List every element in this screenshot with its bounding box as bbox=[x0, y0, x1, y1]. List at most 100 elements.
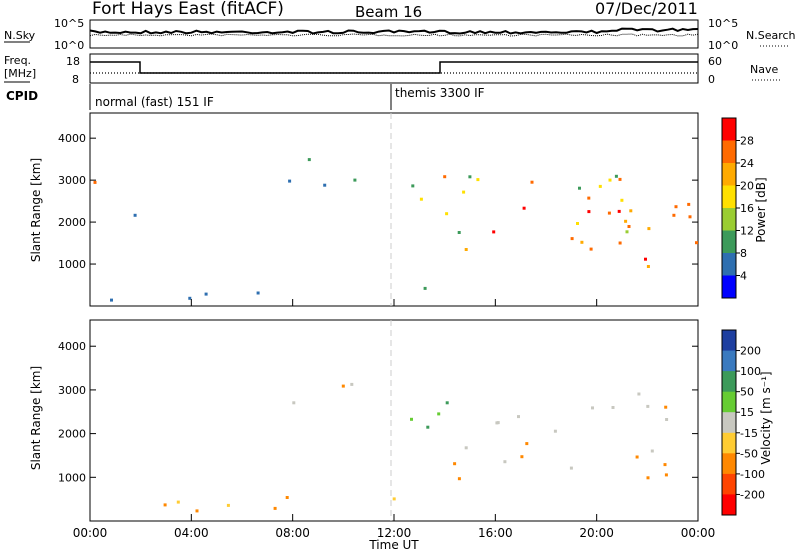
data-cell bbox=[468, 175, 472, 179]
data-cell bbox=[496, 421, 500, 425]
xtick-label: 00:00 bbox=[73, 526, 108, 540]
data-cell bbox=[410, 417, 413, 421]
colorbar-segment bbox=[722, 473, 736, 495]
colorbar-segment bbox=[722, 230, 736, 254]
cpid-mode-themis: themis 3300 IF bbox=[395, 86, 485, 100]
data-cell bbox=[353, 178, 357, 182]
ytick-label: 4000 bbox=[58, 340, 86, 353]
data-cell bbox=[618, 177, 622, 181]
data-cell bbox=[464, 248, 468, 251]
data-cell bbox=[307, 158, 311, 162]
colorbar-segment bbox=[722, 163, 736, 186]
data-cell bbox=[620, 198, 624, 202]
nsky-trace bbox=[89, 27, 699, 35]
colorbar-segment bbox=[722, 432, 736, 454]
colorbar-segment bbox=[722, 350, 736, 372]
data-cell bbox=[522, 206, 526, 210]
data-cell bbox=[647, 227, 651, 231]
power-colorbar: 28 24 20 16 12 8 4 bbox=[721, 117, 754, 299]
ytick-label: 4000 bbox=[58, 132, 86, 145]
velocity-colorbar-label: Velocity [m s⁻¹] bbox=[759, 371, 773, 464]
data-cell bbox=[591, 406, 594, 410]
data-cell bbox=[256, 291, 260, 295]
time-axis: 00:00 04:00 08:00 12:00 16:00 20:00 00:00 bbox=[73, 299, 716, 540]
ytick-label: 2000 bbox=[58, 428, 86, 441]
data-cell bbox=[646, 265, 650, 268]
data-cell bbox=[646, 476, 650, 480]
data-cell bbox=[614, 174, 618, 178]
colorbar-segment bbox=[722, 371, 736, 393]
data-cell bbox=[688, 215, 692, 219]
ytick-label: 2000 bbox=[58, 216, 86, 229]
data-cell bbox=[587, 210, 591, 214]
data-cell bbox=[492, 230, 496, 234]
data-cell bbox=[578, 186, 581, 190]
colorbar-tick-label: 12 bbox=[740, 225, 754, 238]
colorbar-tick-label: -100 bbox=[740, 468, 765, 481]
nsky-panel-frame bbox=[89, 19, 699, 49]
colorbar-tick-label: -200 bbox=[740, 488, 765, 501]
colorbar-tick-label: 28 bbox=[740, 135, 754, 148]
data-cell bbox=[580, 240, 584, 244]
data-cell bbox=[644, 257, 647, 261]
data-cell bbox=[443, 175, 447, 179]
data-cell bbox=[476, 178, 480, 182]
freq-label: Freq. bbox=[4, 54, 31, 67]
date-label: 07/Dec/2011 bbox=[595, 0, 698, 18]
data-cell bbox=[687, 202, 691, 206]
nsearch-tick-low: 10^0 bbox=[708, 39, 738, 52]
nsky-label: N.Sky bbox=[4, 29, 36, 42]
colorbar-tick-label: 50 bbox=[740, 386, 754, 399]
data-cell bbox=[288, 179, 292, 183]
nsky-tick-high: 10^5 bbox=[54, 17, 84, 30]
data-cell bbox=[445, 401, 449, 405]
power-panel-frame bbox=[89, 112, 699, 307]
xtick-label: 00:00 bbox=[681, 526, 716, 540]
colorbar-segment bbox=[722, 253, 736, 276]
power-cells bbox=[93, 158, 698, 302]
velocity-ylabel: Slant Range [km] bbox=[29, 366, 43, 470]
data-cell bbox=[520, 455, 524, 459]
data-cell bbox=[576, 222, 579, 225]
data-cell bbox=[617, 209, 621, 213]
velocity-colorbar: 200 100 50 15 -15 -50 -100 -200 bbox=[721, 329, 765, 516]
power-colorbar-label: Power [dB] bbox=[754, 177, 768, 242]
cpid-label: CPID bbox=[6, 89, 38, 103]
ytick-label: 3000 bbox=[58, 384, 86, 397]
data-cell bbox=[392, 497, 396, 501]
freq-panel-frame bbox=[89, 53, 699, 84]
data-cell bbox=[453, 462, 457, 466]
nsky-tick-low: 10^0 bbox=[54, 39, 84, 52]
colorbar-tick-label: 100 bbox=[740, 365, 761, 378]
data-cell bbox=[625, 230, 629, 234]
data-cell bbox=[664, 405, 668, 409]
colorbar-tick-label: 24 bbox=[740, 157, 754, 170]
colorbar-tick-label: 8 bbox=[740, 247, 747, 260]
xtick-label: 08:00 bbox=[275, 526, 310, 540]
freq-trace bbox=[90, 61, 698, 74]
xtick-label: 16:00 bbox=[478, 526, 513, 540]
beam-label: Beam 16 bbox=[355, 3, 422, 21]
xtick-label: 20:00 bbox=[579, 526, 614, 540]
data-cell bbox=[204, 292, 208, 296]
data-cell bbox=[341, 384, 345, 388]
data-cell bbox=[423, 286, 427, 290]
colorbar-tick-label: -15 bbox=[740, 427, 758, 440]
freq-tick-high: 18 bbox=[66, 55, 80, 68]
data-cell bbox=[646, 404, 650, 408]
data-cell bbox=[569, 466, 573, 470]
nsearch-label: N.Search bbox=[746, 29, 796, 42]
site-title: Fort Hays East (fitACF) bbox=[92, 0, 284, 19]
data-cell bbox=[624, 219, 628, 223]
colorbar-segment bbox=[722, 412, 736, 434]
xtick-label: 04:00 bbox=[174, 526, 209, 540]
velocity-cells bbox=[163, 382, 669, 513]
ytick-label: 1000 bbox=[58, 471, 86, 484]
data-cell bbox=[195, 509, 199, 513]
data-cell bbox=[133, 213, 137, 217]
data-cell bbox=[553, 429, 557, 433]
colorbar-segment bbox=[722, 208, 736, 231]
power-panel: 1000 2000 3000 4000 Slant Range [km] bbox=[29, 112, 699, 307]
data-cell bbox=[665, 418, 669, 421]
